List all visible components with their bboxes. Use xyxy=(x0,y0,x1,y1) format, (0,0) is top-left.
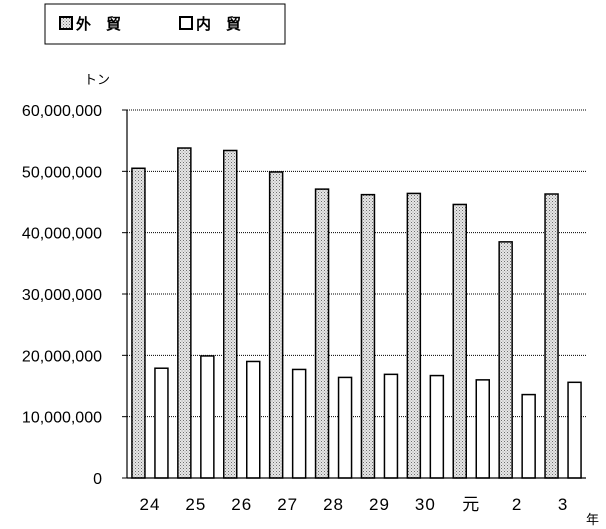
bar-domestic-trade xyxy=(384,374,397,478)
y-tick-label: 40,000,000 xyxy=(22,226,102,243)
x-tick-label: 3 xyxy=(558,495,568,514)
bar-domestic-trade xyxy=(155,368,168,478)
bar-domestic-trade xyxy=(522,395,535,478)
bar-foreign-trade xyxy=(453,204,466,478)
bar-foreign-trade xyxy=(316,189,329,478)
y-tick-label: 10,000,000 xyxy=(22,410,102,427)
y-tick-label: 0 xyxy=(93,471,102,488)
bar-foreign-trade xyxy=(407,193,420,478)
y-tick-label: 30,000,000 xyxy=(22,287,102,304)
bar-foreign-trade xyxy=(270,172,283,478)
y-tick-label: 50,000,000 xyxy=(22,164,102,181)
x-tick-label: 29 xyxy=(369,495,390,514)
x-tick-label: 元 xyxy=(462,495,480,514)
x-tick-label: 27 xyxy=(277,495,298,514)
bar-foreign-trade xyxy=(132,168,145,478)
y-axis-ticks: 0 10,000,000 20,000,000 30,000,000 40,000,00… xyxy=(22,103,102,488)
bar-foreign-trade xyxy=(178,148,191,478)
bar-foreign-trade xyxy=(224,150,237,478)
bar-domestic-trade xyxy=(247,361,260,478)
bar-domestic-trade xyxy=(476,380,489,478)
x-axis-unit-label: 年 xyxy=(586,513,599,528)
x-tick-label: 25 xyxy=(185,495,206,514)
bar-foreign-trade xyxy=(545,194,558,478)
bars xyxy=(132,148,581,478)
legend-swatch-foreign xyxy=(60,17,72,29)
bar-domestic-trade xyxy=(339,377,352,478)
bar-domestic-trade xyxy=(430,376,443,478)
legend-label-foreign-trade: 外 貿 xyxy=(75,15,121,33)
y-tick-label: 60,000,000 xyxy=(22,103,102,120)
y-axis-unit-label: トン xyxy=(84,73,110,88)
legend-swatch-domestic xyxy=(180,17,192,29)
bar-domestic-trade xyxy=(201,356,214,478)
bar-foreign-trade xyxy=(499,242,512,478)
bar-domestic-trade xyxy=(568,382,581,478)
legend: 外 貿 内 貿 xyxy=(45,4,285,44)
x-axis-ticks: 24 25 26 27 28 29 30 元 2 3 xyxy=(139,495,568,514)
x-tick-label: 28 xyxy=(323,495,344,514)
x-tick-label: 26 xyxy=(231,495,252,514)
legend-label-domestic-trade: 内 貿 xyxy=(196,15,241,33)
bar-domestic-trade xyxy=(293,369,306,478)
x-tick-label: 2 xyxy=(512,495,522,514)
y-tick-label: 20,000,000 xyxy=(22,348,102,365)
bar-foreign-trade xyxy=(361,195,374,478)
x-tick-label: 30 xyxy=(415,495,436,514)
x-tick-label: 24 xyxy=(139,495,160,514)
